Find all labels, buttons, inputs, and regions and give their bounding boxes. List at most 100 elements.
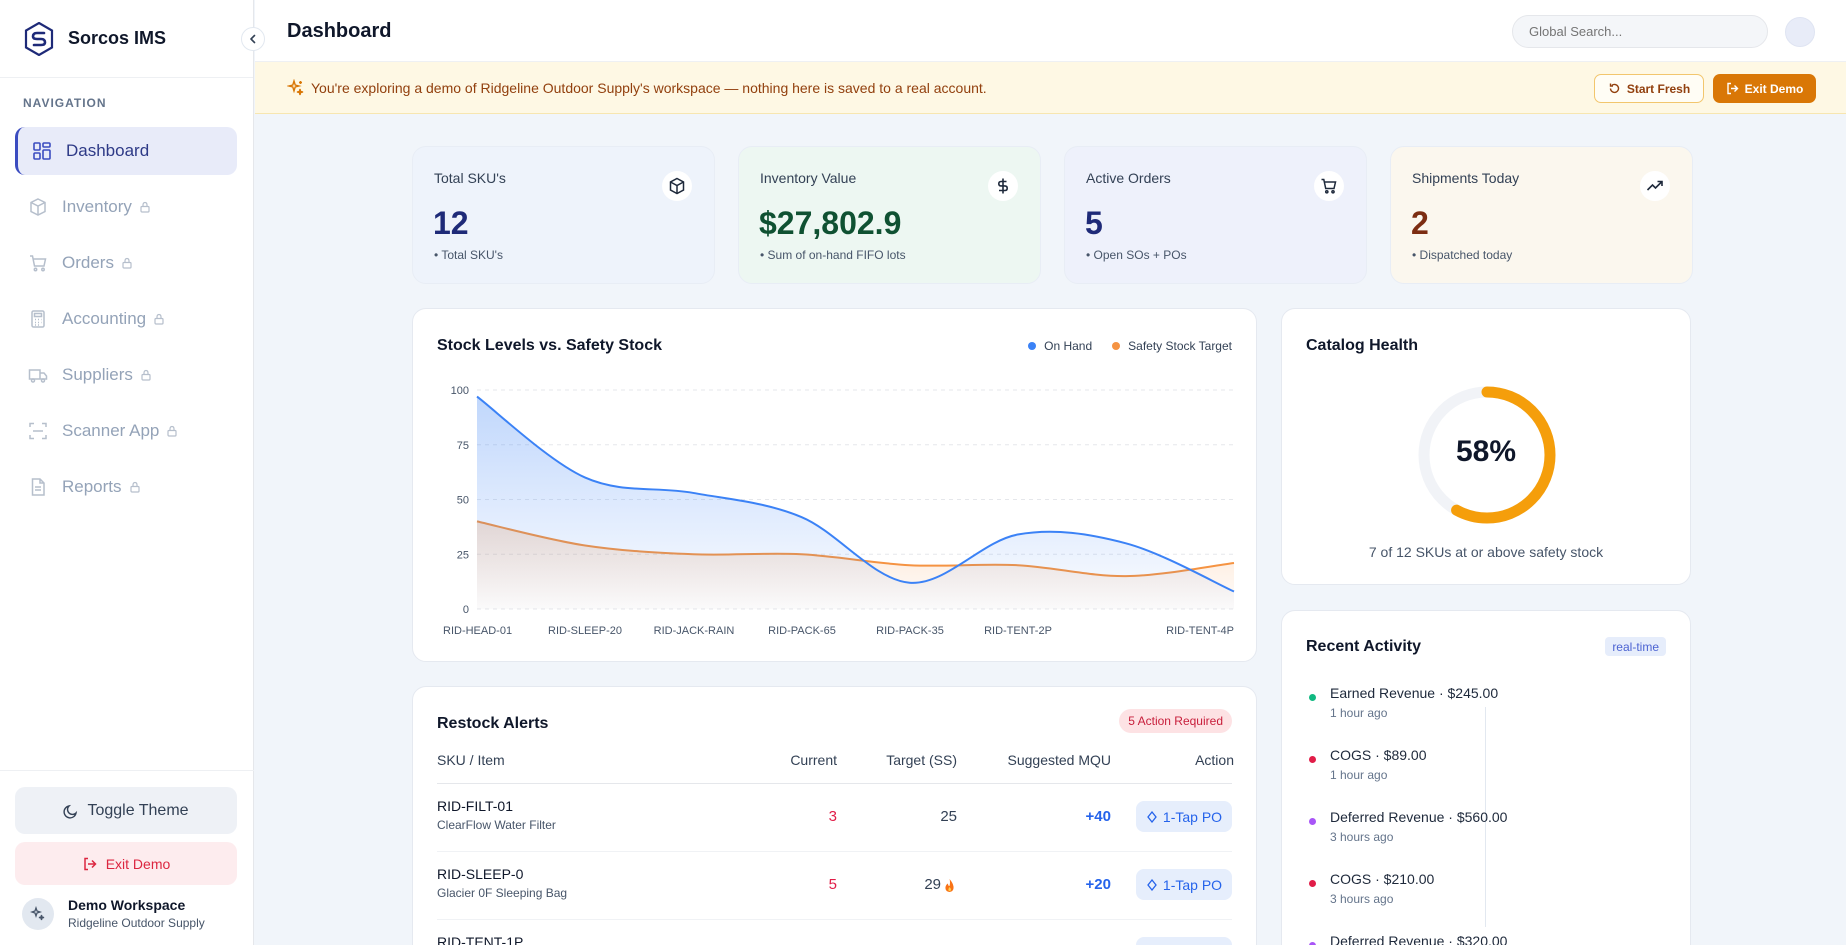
sidebar-item-reports[interactable]: Reports — [15, 463, 237, 511]
po-button-label: 1-Tap PO — [1162, 808, 1223, 825]
sidebar-item-accounting[interactable]: Accounting — [15, 295, 237, 343]
sidebar-item-dashboard[interactable]: Dashboard — [15, 127, 237, 175]
stat-subtext: • Open SOs + POs — [1086, 248, 1187, 262]
column-header-action: Action — [1195, 752, 1234, 768]
scan-icon — [29, 422, 47, 440]
toggle-theme-button[interactable]: Toggle Theme — [15, 787, 237, 834]
legend-item-on-hand: On Hand — [1028, 339, 1092, 353]
bolt-icon — [1147, 878, 1157, 891]
sidebar-item-label: Reports — [62, 477, 122, 496]
x-tick-label: RID-JACK-RAIN — [654, 625, 735, 637]
activity-title: COGS · $210.00 — [1330, 871, 1435, 887]
x-tick-label: RID-HEAD-01 — [443, 625, 512, 637]
suggested-mqu: +20 — [1085, 876, 1111, 893]
x-tick-label: RID-SLEEP-20 — [548, 625, 622, 637]
brand: Sorcos IMS — [0, 0, 265, 78]
activity-time: 3 hours ago — [1330, 892, 1394, 906]
sidebar-item-label: Orders — [62, 253, 114, 272]
po-button-label: 1-Tap PO — [1162, 876, 1223, 893]
box-icon — [30, 198, 46, 216]
stock-levels-panel: Stock Levels vs. Safety Stock On Hand Sa… — [412, 308, 1257, 662]
activity-time: 1 hour ago — [1330, 706, 1388, 720]
sidebar-item-scanner-app[interactable]: Scanner App — [15, 407, 237, 455]
current-qty: 3 — [828, 808, 837, 825]
stat-card-inventory-value: Inventory Value $27,802.9 • Sum of on-ha… — [738, 146, 1041, 284]
lock-icon — [154, 313, 164, 325]
status-dot — [1309, 756, 1316, 763]
activity-title: Deferred Revenue · $320.00 — [1330, 933, 1508, 945]
y-tick-label: 100 — [451, 385, 469, 397]
current-qty: 5 — [828, 876, 837, 893]
catalog-health-panel: Catalog Health 58% 7 of 12 SKUs at or ab… — [1281, 308, 1691, 585]
table-row[interactable]: RID-SLEEP-0 Glacier 0F Sleeping Bag 5 29… — [437, 852, 1232, 920]
sku-code: RID-TENT-1P — [437, 934, 524, 945]
sku-code: RID-SLEEP-0 — [437, 866, 524, 882]
bolt-icon — [1147, 810, 1157, 823]
action-required-badge: 5 Action Required — [1119, 709, 1232, 733]
stat-label: Total SKU's — [434, 170, 506, 186]
timeline-line — [1485, 707, 1486, 927]
logout-icon — [1726, 82, 1739, 95]
sidebar-item-suppliers[interactable]: Suppliers — [15, 351, 237, 399]
stat-card-active-orders: Active Orders 5 • Open SOs + POs — [1064, 146, 1367, 284]
chart-title: Stock Levels vs. Safety Stock — [437, 337, 662, 354]
workspace-org: Ridgeline Outdoor Supply — [68, 916, 205, 930]
lock-icon — [122, 257, 132, 269]
chart-legend: On Hand Safety Stock Target — [1008, 339, 1232, 353]
lock-icon — [129, 481, 140, 493]
toggle-theme-label: Toggle Theme — [87, 801, 189, 819]
stat-subtext: • Dispatched today — [1412, 248, 1513, 262]
recent-activity-panel: Recent Activity real-time Earned Revenue… — [1281, 610, 1691, 945]
sidebar-item-inventory[interactable]: Inventory — [15, 183, 237, 231]
sku-name: ClearFlow Water Filter — [437, 818, 556, 832]
stat-value: 12 — [433, 205, 469, 241]
chevron-left-icon — [250, 34, 256, 44]
logo-icon — [24, 21, 54, 56]
one-tap-po-button[interactable]: 1-Tap PO — [1136, 801, 1232, 832]
y-tick-label: 25 — [457, 549, 469, 561]
cart-icon — [30, 255, 47, 272]
divider — [437, 783, 1232, 784]
restock-title: Restock Alerts — [437, 715, 549, 732]
y-tick-label: 0 — [463, 604, 469, 616]
global-search-input[interactable] — [1512, 15, 1768, 48]
user-avatar[interactable] — [1785, 17, 1815, 47]
sidebar-item-orders[interactable]: Orders — [15, 239, 237, 287]
workspace-switcher[interactable]: Demo Workspace Ridgeline Outdoor Supply — [22, 897, 205, 930]
start-fresh-button[interactable]: Start Fresh — [1594, 74, 1704, 103]
legend-label: On Hand — [1044, 339, 1093, 353]
sidebar-item-label: Scanner App — [62, 421, 160, 440]
sidebar-item-label: Suppliers — [62, 365, 133, 384]
stat-label: Shipments Today — [1412, 170, 1520, 186]
x-tick-label: RID-PACK-35 — [876, 625, 944, 637]
sku-name: Glacier 0F Sleeping Bag — [437, 886, 568, 900]
one-tap-po-button[interactable] — [1136, 937, 1232, 945]
exit-demo-sidebar-button[interactable]: Exit Demo — [15, 842, 237, 885]
activity-time: 3 hours ago — [1330, 830, 1394, 844]
status-dot — [1309, 818, 1316, 825]
health-percent: 58% — [1455, 435, 1517, 468]
legend-item-safety-stock: Safety Stock Target — [1112, 339, 1232, 353]
exit-demo-button[interactable]: Exit Demo — [1713, 74, 1816, 103]
table-row[interactable]: RID-FILT-01 ClearFlow Water Filter 3 25 … — [437, 784, 1232, 852]
activity-title: Deferred Revenue · $560.00 — [1330, 809, 1508, 825]
calculator-icon — [31, 310, 45, 328]
banner-text: You're exploring a demo of Ridgeline Out… — [311, 80, 987, 96]
activity-time: 1 hour ago — [1330, 768, 1388, 782]
one-tap-po-button[interactable]: 1-Tap PO — [1136, 869, 1232, 900]
workspace-name: Demo Workspace — [68, 897, 186, 913]
collapse-sidebar-button[interactable] — [241, 27, 265, 51]
stat-card-total-skus: Total SKU's 12 • Total SKU's — [412, 146, 715, 284]
status-dot — [1309, 880, 1316, 887]
demo-banner: You're exploring a demo of Ridgeline Out… — [255, 62, 1846, 114]
y-tick-label: 75 — [457, 440, 469, 452]
activity-title: Earned Revenue · $245.00 — [1330, 685, 1499, 701]
sidebar-item-label: Accounting — [62, 309, 147, 328]
sidebar-footer: Toggle Theme Exit Demo Demo Workspace Ri… — [0, 770, 254, 945]
stat-value: 2 — [1411, 205, 1429, 241]
stat-value: 5 — [1085, 205, 1103, 241]
sidebar-item-label: Inventory — [62, 197, 132, 216]
lock-icon — [141, 369, 151, 381]
truck-icon — [28, 369, 48, 383]
table-row[interactable]: RID-TENT-1P — [437, 920, 1232, 945]
